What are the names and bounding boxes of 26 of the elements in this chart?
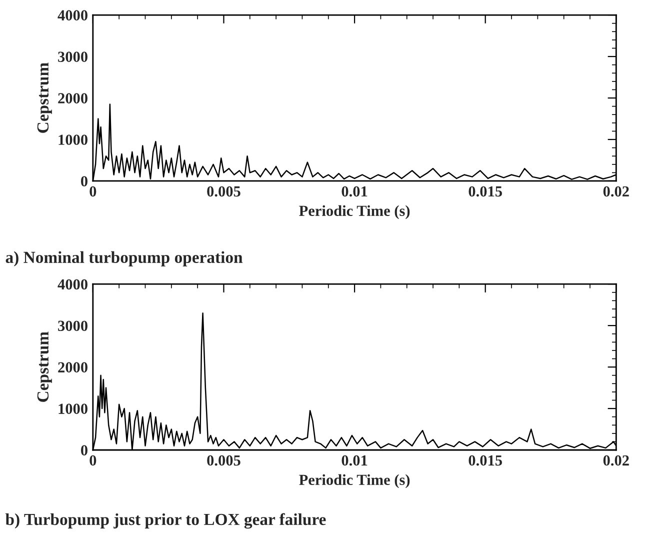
x-tick-label: 0.005 — [207, 186, 240, 197]
y-tick-label: 4000 — [58, 10, 88, 20]
y-tick-label: 1000 — [58, 404, 88, 414]
y-tick-label: 0 — [81, 445, 88, 456]
text: a) Nominal turbopump operation — [6, 251, 243, 266]
x-tick-label: 0.02 — [603, 186, 629, 197]
y-tick-label: 3000 — [58, 320, 88, 332]
x-tick-label: 0 — [90, 186, 96, 197]
y-tick-label: 3000 — [58, 52, 88, 62]
y-axis-title: Cepstrum — [37, 62, 52, 133]
y-axis-title: Cepstrum — [37, 332, 52, 402]
text: b) Turbopump just prior to LOX gear failure — [5, 513, 326, 529]
y-tick-label: 2000 — [58, 362, 88, 372]
x-tick-label: 0.015 — [468, 455, 502, 466]
y-tick-label: 1000 — [58, 134, 88, 145]
x-tick-label: 0.01 — [342, 186, 368, 197]
x-tick-label: 0.015 — [468, 186, 502, 197]
x-tick-label: 0.01 — [342, 455, 368, 466]
y-tick-label: 4000 — [58, 279, 88, 290]
x-axis-title: Periodic Time (s) — [299, 205, 410, 220]
x-tick-label: 0.02 — [603, 455, 629, 466]
x-axis-title: Periodic Time (s) — [299, 474, 410, 488]
y-tick-label: 0 — [81, 176, 88, 186]
x-tick-label: 0 — [90, 455, 96, 466]
x-tick-label: 0.005 — [207, 455, 240, 466]
y-tick-label: 2000 — [58, 93, 88, 104]
